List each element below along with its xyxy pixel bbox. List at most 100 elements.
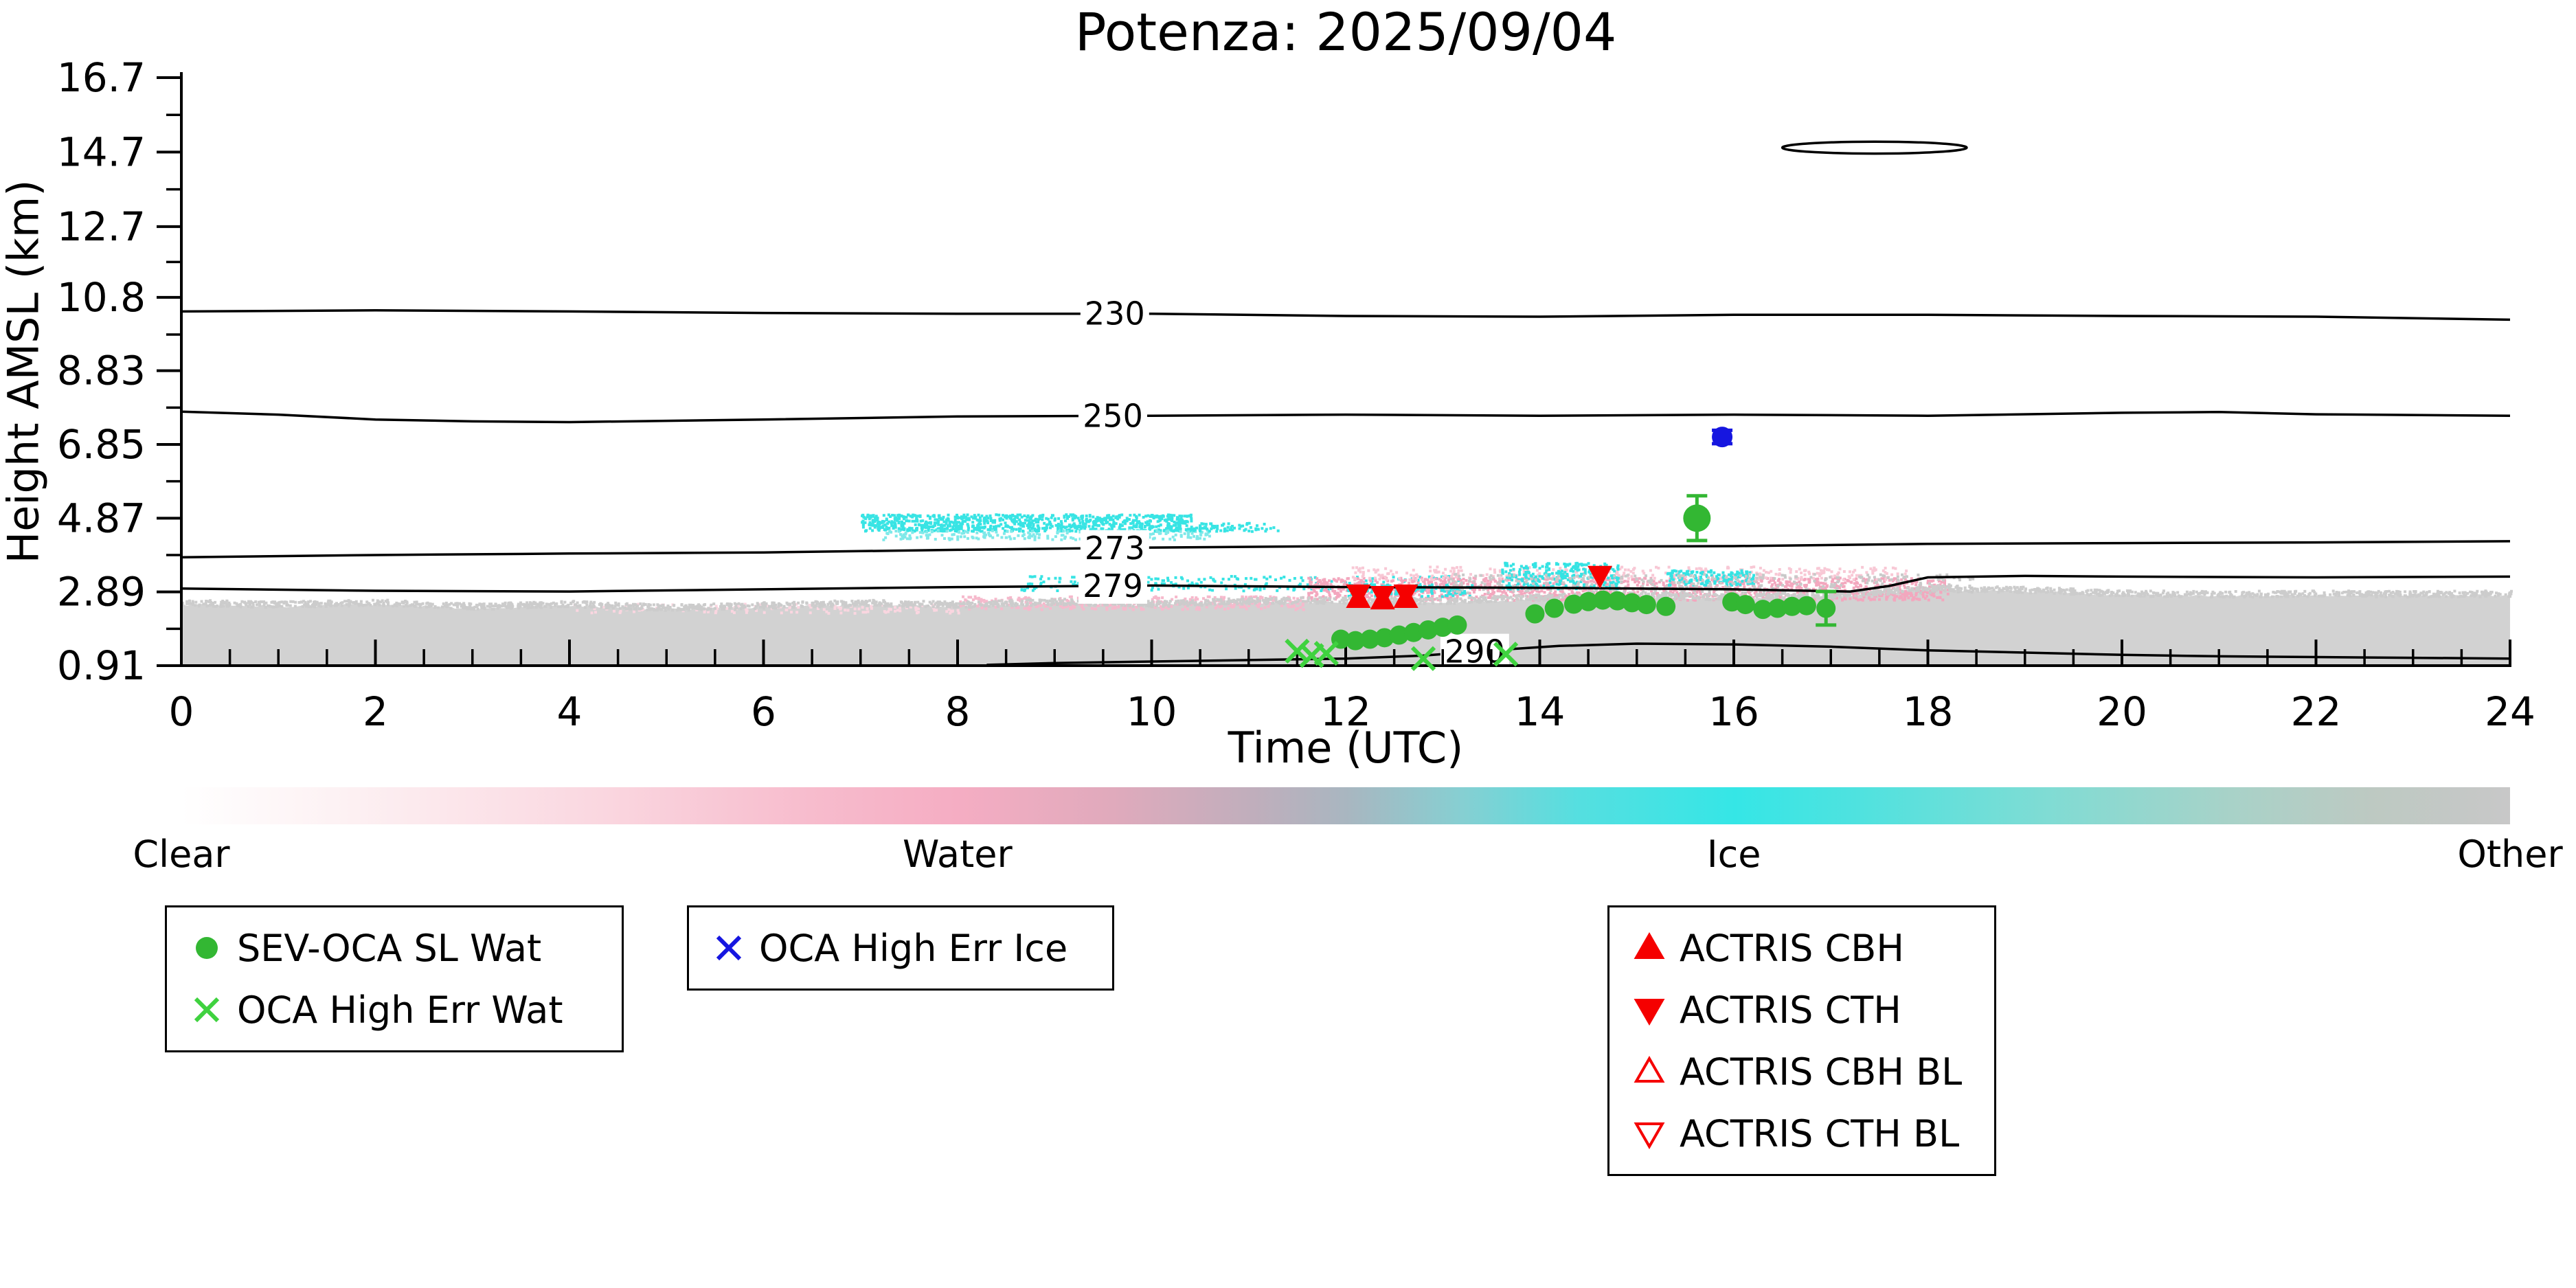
axis-layer: 0 2 4 6 8 10 12 14 16 18 20 22 2416.714.712.710.88.8… — [57, 54, 2535, 735]
contour-label: 230 — [1085, 295, 1145, 332]
sev_oca_sl_wat-marker — [1816, 598, 1836, 618]
temperature-contour — [181, 574, 2511, 593]
legend-item: OCA High Err Wat — [185, 979, 604, 1041]
sev_oca_sl_wat-marker — [1735, 595, 1755, 615]
marker-layer — [1285, 427, 1837, 671]
oca_high_err_wat-marker — [1285, 638, 1310, 664]
actris_cth-marker — [1393, 584, 1419, 607]
x-tick-label: 6 — [751, 688, 776, 735]
sev_oca_sl_wat-marker — [1593, 590, 1613, 610]
speckle-region — [1444, 573, 1979, 595]
legend-item-label: OCA High Err Wat — [237, 988, 563, 1032]
y-tick-label: 10.8 — [57, 274, 146, 321]
closed-contour — [1781, 140, 1968, 155]
temperature-contour — [181, 540, 2511, 558]
speckle-region — [1351, 565, 1908, 582]
legend-item: SEV-OCA SL Wat — [185, 917, 604, 979]
y-tick-label: 16.7 — [57, 54, 146, 101]
triangle-down-marker-icon — [1634, 999, 1665, 1026]
sev_oca_sl_wat-marker — [1579, 591, 1598, 611]
legend-item: ACTRIS CTH — [1627, 979, 1976, 1041]
sev_oca_sl_wat-marker — [1636, 595, 1656, 615]
sev_oca_sl_wat-marker — [1433, 618, 1453, 637]
temperature-contour — [986, 642, 2511, 666]
speckle-region — [573, 602, 960, 615]
y-tick-label: 6.85 — [57, 421, 146, 468]
legend-item: ACTRIS CBH — [1627, 917, 1976, 979]
colorbar-label-ice: Ice — [1706, 833, 1761, 876]
legend-item-label: SEV-OCA SL Wat — [237, 926, 542, 970]
legend-item: ACTRIS CBH BL — [1627, 1041, 1976, 1103]
temperature-contour — [181, 309, 2511, 321]
legend-item-label: ACTRIS CTH BL — [1680, 1111, 1960, 1155]
circle-marker-icon — [196, 937, 218, 959]
x-tick-label: 10 — [1127, 688, 1177, 735]
x-tick-label: 16 — [1708, 688, 1759, 735]
legend-item-label: ACTRIS CBH BL — [1680, 1050, 1963, 1094]
speckle-region — [1666, 569, 1756, 587]
temperature-contour — [181, 410, 2511, 424]
sev_oca_sl_wat-marker — [1607, 591, 1627, 611]
speckle-region — [861, 513, 1193, 533]
x-tick-label: 14 — [1515, 688, 1566, 735]
x-tick-label: 20 — [2097, 688, 2147, 735]
legend-box-3: ACTRIS CBH ACTRIS CTH ACTRIS CBH BL ACTRIS … — [1607, 905, 1996, 1176]
triangle-down-marker-icon — [1634, 1122, 1665, 1150]
contour-label-bg — [1078, 398, 1147, 434]
sev_oca_sl_wat-marker — [1360, 629, 1380, 649]
sev_oca_sl_wat-marker — [1622, 593, 1642, 613]
legend-item: OCA High Err Ice — [707, 917, 1094, 979]
colorbar-label-water: Water — [903, 833, 1013, 876]
x-tick-label: 0 — [169, 688, 194, 735]
sev_oca_sl_wat-marker — [1767, 598, 1787, 618]
triangle-up-marker-icon — [1634, 1055, 1665, 1083]
sev_oca_sl_wat-marker — [1447, 615, 1467, 635]
y-tick-label: 12.7 — [57, 203, 146, 250]
x-axis-label: Time (UTC) — [1228, 723, 1464, 773]
legend-box-2: OCA High Err Ice — [687, 905, 1114, 991]
contour-label: 273 — [1085, 530, 1145, 567]
speckle-region — [181, 584, 2513, 612]
sev_oca_sl_wat-marker — [1683, 504, 1711, 532]
sev_oca_sl_wat-marker — [1389, 625, 1409, 645]
y-tick-label: 4.87 — [57, 495, 146, 541]
x-tick-label: 22 — [2291, 688, 2342, 735]
oca_high_err_wat-marker — [1313, 640, 1339, 666]
sev_oca_sl_wat-marker — [1544, 598, 1564, 618]
oca_high_err_ice-marker — [1712, 427, 1733, 448]
sev_oca_sl_wat-marker — [1525, 604, 1545, 624]
legend-item: ACTRIS CTH BL — [1627, 1103, 1976, 1164]
chart-title: Potenza: 2025/09/04 — [1074, 1, 1617, 63]
x-tick-label: 18 — [1903, 688, 1954, 735]
actris_cth-marker — [1588, 565, 1613, 589]
sev_oca_sl_wat-marker — [1753, 600, 1773, 620]
x-tick-label: 12 — [1320, 688, 1371, 735]
sev_oca_sl_wat-marker — [1563, 594, 1583, 614]
contour-label-bg — [1078, 567, 1147, 604]
x-marker-icon — [194, 997, 220, 1023]
actris_cth-marker — [1346, 584, 1371, 607]
triangle-up-marker-icon — [1634, 931, 1665, 959]
oca_high_err_wat-marker — [1493, 642, 1519, 667]
y-tick-label: 14.7 — [57, 128, 146, 175]
contour-label-bg — [1080, 295, 1149, 332]
y-tick-label: 0.91 — [57, 642, 146, 689]
y-tick-label: 2.89 — [57, 569, 146, 615]
x-marker-icon — [716, 935, 742, 961]
x-tick-label: 8 — [945, 688, 971, 735]
x-tick-label: 24 — [2485, 688, 2535, 735]
legend-item-label: ACTRIS CTH — [1680, 988, 1901, 1032]
legend-box-1: SEV-OCA SL Wat OCA High Err Wat — [165, 905, 624, 1052]
colorbar-label-other: Other — [2457, 833, 2563, 876]
legend-item-label: ACTRIS CBH — [1680, 926, 1904, 970]
y-tick-label: 8.83 — [57, 348, 146, 394]
speckle-region — [1190, 521, 1280, 533]
classification-colorbar — [181, 787, 2510, 824]
sev_oca_sl_wat-marker — [1419, 620, 1438, 640]
legend-item-label: OCA High Err Ice — [759, 926, 1068, 970]
sev_oca_sl_wat-marker — [1403, 622, 1423, 642]
sev_oca_sl_wat-marker — [1782, 596, 1802, 616]
